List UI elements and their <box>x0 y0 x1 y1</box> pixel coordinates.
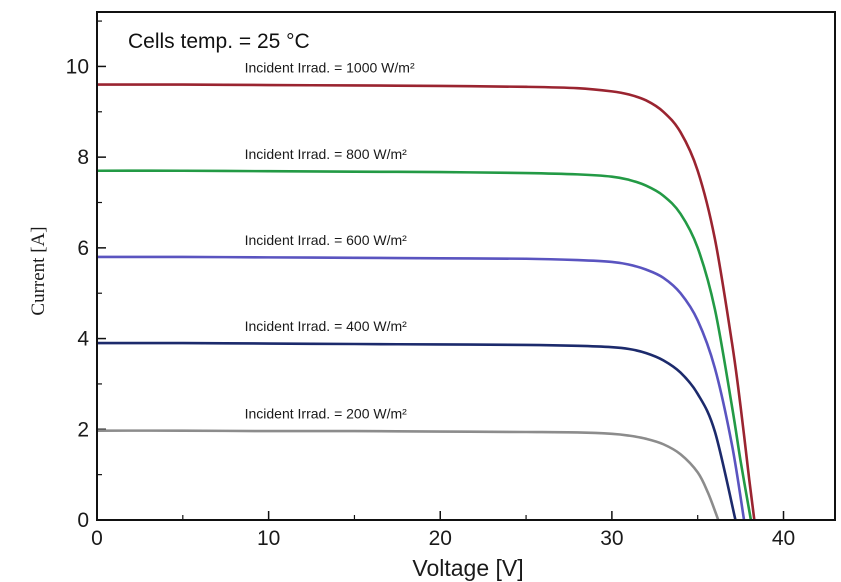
series-line-0 <box>96 83 756 521</box>
x-tick-label-10: 10 <box>257 527 280 550</box>
plot-frame <box>96 11 836 521</box>
cells-temp-annotation: Cells temp. = 25 °C <box>128 30 310 53</box>
y-tick-label-0: 0 <box>77 509 89 532</box>
y-tick-label-8: 8 <box>77 146 89 169</box>
series-label-2: Incident Irrad. = 600 W/m² <box>245 232 408 248</box>
x-tick-label-0: 0 <box>91 527 103 550</box>
x-tick-label-30: 30 <box>600 527 623 550</box>
series-line-2 <box>96 255 746 521</box>
series-label-4: Incident Irrad. = 200 W/m² <box>245 406 408 422</box>
tick-labels-layer: 0 10 20 30 40 0 2 4 6 8 10 <box>66 55 796 550</box>
series-line-4 <box>96 429 720 521</box>
series-label-0: Incident Irrad. = 1000 W/m² <box>245 60 415 76</box>
series-labels-layer: Incident Irrad. = 1000 W/m² Incident Irra… <box>245 60 415 422</box>
series-layer <box>96 83 756 521</box>
series-line-3 <box>96 341 737 521</box>
series-label-1: Incident Irrad. = 800 W/m² <box>245 146 408 162</box>
series-label-3: Incident Irrad. = 400 W/m² <box>245 318 408 334</box>
series-line-1 <box>96 169 753 521</box>
y-tick-label-2: 2 <box>77 418 89 441</box>
x-tick-label-40: 40 <box>772 527 795 550</box>
y-tick-label-10: 10 <box>66 55 89 78</box>
y-axis-label: Current [A] <box>28 226 49 315</box>
x-tick-label-20: 20 <box>429 527 452 550</box>
y-tick-label-4: 4 <box>77 328 89 351</box>
y-tick-label-6: 6 <box>77 237 89 260</box>
x-axis-label: Voltage [V] <box>412 555 523 581</box>
